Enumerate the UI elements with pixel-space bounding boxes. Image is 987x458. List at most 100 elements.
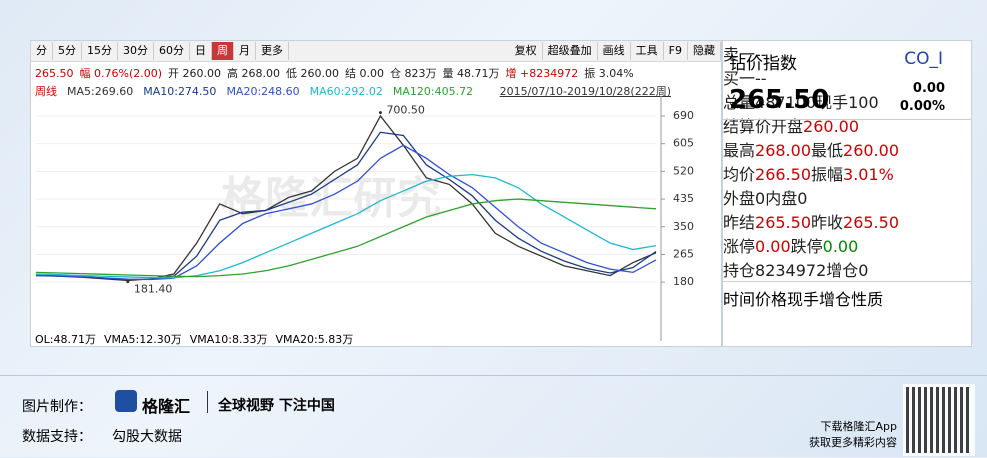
quote-row: 均价266.50振幅3.01% — [723, 161, 971, 185]
app-line1: 下载格隆汇App — [820, 420, 898, 433]
quote-row: 结算价开盘260.00 — [723, 113, 971, 137]
quote-row: 外盘0内盘0 — [723, 185, 971, 209]
made-label: 图片制作： — [22, 399, 92, 415]
quote-cell: 0 — [858, 261, 869, 280]
quote-cell: 最高 — [723, 141, 756, 160]
quote-cell: 振幅 — [811, 165, 844, 184]
quote-cell: 现手 — [816, 93, 849, 112]
column-header: 价格 — [755, 290, 788, 309]
quote-cell: 开盘 — [771, 117, 804, 136]
period-button[interactable]: 5分 — [53, 42, 82, 60]
quote-cell: 260.00 — [803, 117, 860, 136]
chart-panel: 分 5分 15分 30分 60分日周月更多 复权 超级叠加 画线 工具 F9 隐藏 265.50 幅 … — [30, 40, 722, 347]
quote-cell: 0.00 — [822, 237, 859, 256]
annotation: 700.50 — [386, 104, 425, 117]
column-header: 现手 — [787, 290, 820, 309]
quote-cell: 266.50 — [755, 165, 811, 184]
y-tick-label: 605 — [673, 137, 694, 150]
quote-row: 总量487100现手100 — [723, 89, 971, 113]
quote-cell: 均价 — [723, 165, 756, 184]
quote-item: 开 260.00 — [168, 67, 222, 80]
quote-cell: 3.01% — [843, 165, 894, 184]
quote-item: 仓 823万 — [390, 67, 437, 80]
volume-bar: OL:48.71万 VMA5:12.30万 VMA10:8.33万 VMA20:5.8… — [35, 331, 361, 347]
toolbar: 分 5分 15分 30分 60分日周月更多 复权 超级叠加 画线 工具 F9 隐藏 — [31, 41, 721, 62]
quote-cell: 100 — [848, 93, 879, 112]
range-label: 2015/07/10-2019/10/28(222周) — [499, 85, 671, 98]
volume-item: VMA20:5.83万 — [275, 333, 354, 346]
quote-cell: 增仓 — [826, 261, 859, 280]
quote-item: 结 0.00 — [345, 67, 385, 80]
quote-cell: 265.50 — [755, 213, 811, 232]
quote-row: 持仓8234972增仓0 — [723, 257, 971, 281]
series-line — [35, 173, 657, 279]
tool-button[interactable]: 工具 — [631, 42, 664, 60]
quote-item: 高 268.00 — [227, 67, 281, 80]
app-line2: 获取更多精彩内容 — [809, 436, 897, 449]
quote-item: 265.50 — [35, 67, 74, 80]
tool-button[interactable]: 隐藏 — [688, 42, 721, 60]
legend-entry: MA20:248.60 — [226, 85, 300, 98]
quote-cell: - — [760, 69, 767, 88]
quote-cell: 卖一 — [723, 45, 756, 64]
quote-item: 低 260.00 — [286, 67, 340, 80]
quote-cell: 0.00 — [755, 237, 791, 256]
last-price: 265.50 — [729, 85, 830, 115]
column-header: 时间 — [723, 290, 756, 309]
period-button[interactable]: 月 — [234, 42, 256, 60]
period-button[interactable]: 分 — [31, 42, 53, 60]
legend-entry: MA5:269.60 — [67, 85, 134, 98]
volume-item: VMA5:12.30万 — [103, 333, 182, 346]
y-tick-label: 435 — [673, 192, 694, 205]
period-label: 周线 — [35, 85, 57, 98]
tool-button[interactable]: 超级叠加 — [543, 42, 598, 60]
tool-button[interactable]: 复权 — [510, 42, 543, 60]
quote-item: 增 +8234972 — [505, 67, 579, 80]
period-button[interactable]: 周 — [212, 42, 234, 60]
column-header: 增仓 — [819, 290, 852, 309]
period-button[interactable]: 60分 — [154, 42, 190, 60]
quote-cell: 涨停 — [723, 237, 756, 256]
period-button[interactable]: 30分 — [118, 42, 154, 60]
period-button[interactable]: 更多 — [256, 42, 289, 60]
y-tick-label: 180 — [673, 275, 694, 288]
legend-entry: MA120:405.72 — [392, 85, 474, 98]
annotation-point — [378, 111, 382, 115]
period-button[interactable]: 日 — [190, 42, 212, 60]
quote-cell: - — [755, 45, 761, 64]
legend-entry: MA10:274.50 — [143, 85, 217, 98]
data-source: 勾股大数据 — [112, 429, 182, 445]
quote-cell: 260.00 — [843, 141, 899, 160]
quote-cell: 跌停 — [790, 237, 823, 256]
quote-item: 幅 0.76%(2.00) — [79, 67, 163, 80]
quote-cell: - — [760, 45, 767, 64]
logo: 格隆汇 — [142, 397, 191, 416]
quote-row: 涨停0.00跌停0.00 — [723, 233, 971, 257]
quote-item: 量 48.71万 — [442, 67, 500, 80]
quote-row: 卖一-- — [723, 41, 971, 65]
instrument-title: 钻价指数 — [729, 54, 797, 74]
quote-cell: - — [755, 69, 761, 88]
slogan: 全球视野 下注中国 — [218, 398, 335, 414]
quote-cell: 昨结 — [723, 213, 756, 232]
quote-cell: 昨收 — [811, 213, 844, 232]
chart: 格隆汇研究 690 605 520 435 350 265 180 700.50 181.40 — [35, 96, 694, 341]
period-button[interactable]: 15分 — [82, 42, 118, 60]
volume-item: VMA10:8.33万 — [189, 333, 268, 346]
change-pct: 0.00% — [899, 99, 945, 114]
quote-cell: 买一 — [723, 69, 756, 88]
quote-bar: 265.50 幅 0.76%(2.00) 开 260.00 高 268.00 低 260… — [35, 65, 640, 81]
volume-item: OL:48.71万 — [35, 333, 96, 346]
quote-cell: 持仓 — [723, 261, 756, 280]
annotation: 181.40 — [134, 283, 173, 296]
tool-button[interactable]: 画线 — [598, 42, 631, 60]
ma-bar: 周线 MA5:269.60 MA10:274.50 MA20:248.60 MA60:2… — [35, 83, 483, 99]
quote-cell: 内盘 — [765, 189, 798, 208]
quote-cell: 外盘 — [723, 189, 756, 208]
tool-button[interactable]: F9 — [664, 42, 688, 60]
series-line — [35, 144, 657, 281]
qr-code — [903, 384, 975, 456]
quote-row: 昨结265.50昨收265.50 — [723, 209, 971, 233]
data-label: 数据支持： — [22, 429, 92, 445]
